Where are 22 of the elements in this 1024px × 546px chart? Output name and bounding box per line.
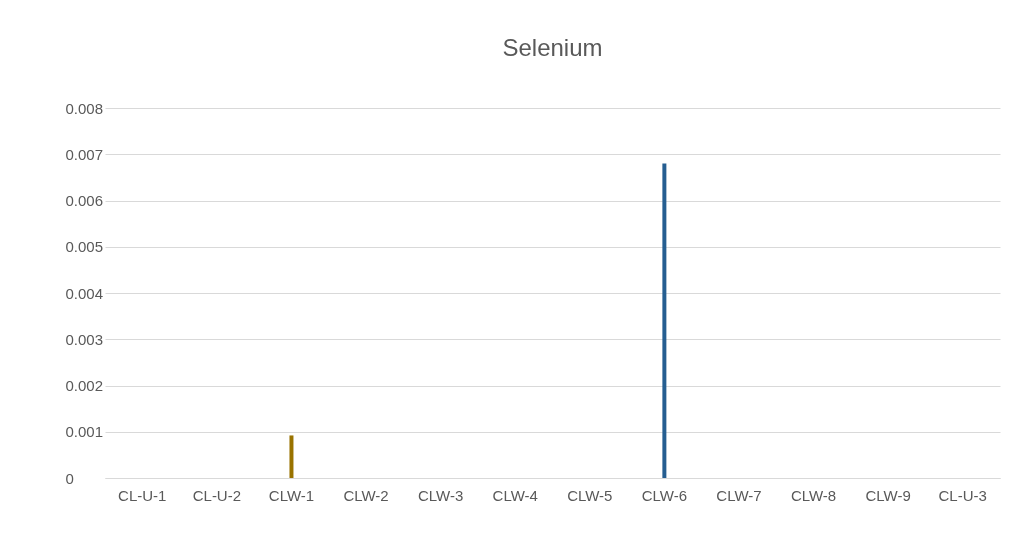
x-tick-label: CLW-1 [268, 486, 315, 504]
y-tick-label: 0.001 [65, 423, 104, 441]
y-tick-label: 0.007 [65, 145, 104, 163]
x-tick-label: CL-U-1 [118, 486, 167, 504]
y-tick-label: 0.006 [65, 192, 104, 209]
x-tick-label: CLW-4 [492, 486, 538, 504]
y-tick-label: 0.003 [65, 330, 104, 348]
x-tick-label: CLW-8 [790, 486, 837, 504]
x-tick-label: CL-U-3 [938, 486, 987, 504]
chart-title: Selenium [502, 34, 603, 61]
y-tick-label: 0.005 [65, 238, 104, 256]
x-tick-label: CLW-6 [641, 486, 688, 504]
x-tick-label: CLW-3 [417, 486, 464, 504]
y-tick-label: 0 [65, 469, 74, 487]
y-tick-label: 0.008 [65, 99, 104, 117]
y-tick-label: 0.004 [65, 284, 104, 302]
x-tick-label: CL-U-2 [192, 486, 242, 504]
x-tick-label: CLW-5 [567, 486, 613, 504]
x-tick-label: CLW-9 [865, 486, 911, 504]
x-tick-label: CLW-7 [716, 486, 762, 504]
x-tick-label: CLW-2 [343, 486, 389, 504]
y-tick-label: 0.002 [65, 377, 104, 394]
